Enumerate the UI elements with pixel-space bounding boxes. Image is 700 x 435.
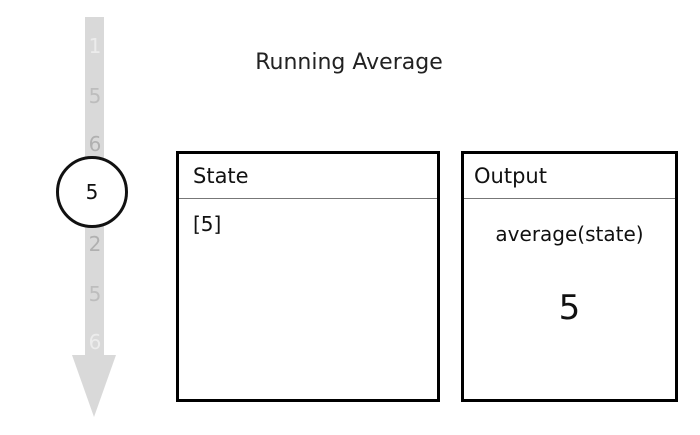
output-function: average(state)	[495, 222, 644, 246]
stream-item: 6	[88, 132, 102, 156]
state-panel: State [5]	[176, 151, 440, 402]
stream-item: 6	[88, 330, 102, 354]
state-panel-label: State	[179, 154, 437, 199]
current-item: 5	[56, 156, 128, 228]
output-panel-label: Output	[464, 154, 675, 199]
output-panel: Output average(state) 5	[461, 151, 678, 402]
output-value: 5	[558, 288, 581, 328]
stream-item: 5	[88, 282, 102, 306]
stream-arrow-head	[72, 355, 116, 417]
stream-item: 5	[88, 84, 102, 108]
diagram-title: Running Average	[255, 50, 443, 75]
stream-item: 2	[88, 232, 102, 256]
state-value: [5]	[193, 212, 222, 236]
stream-item: 1	[88, 34, 102, 58]
